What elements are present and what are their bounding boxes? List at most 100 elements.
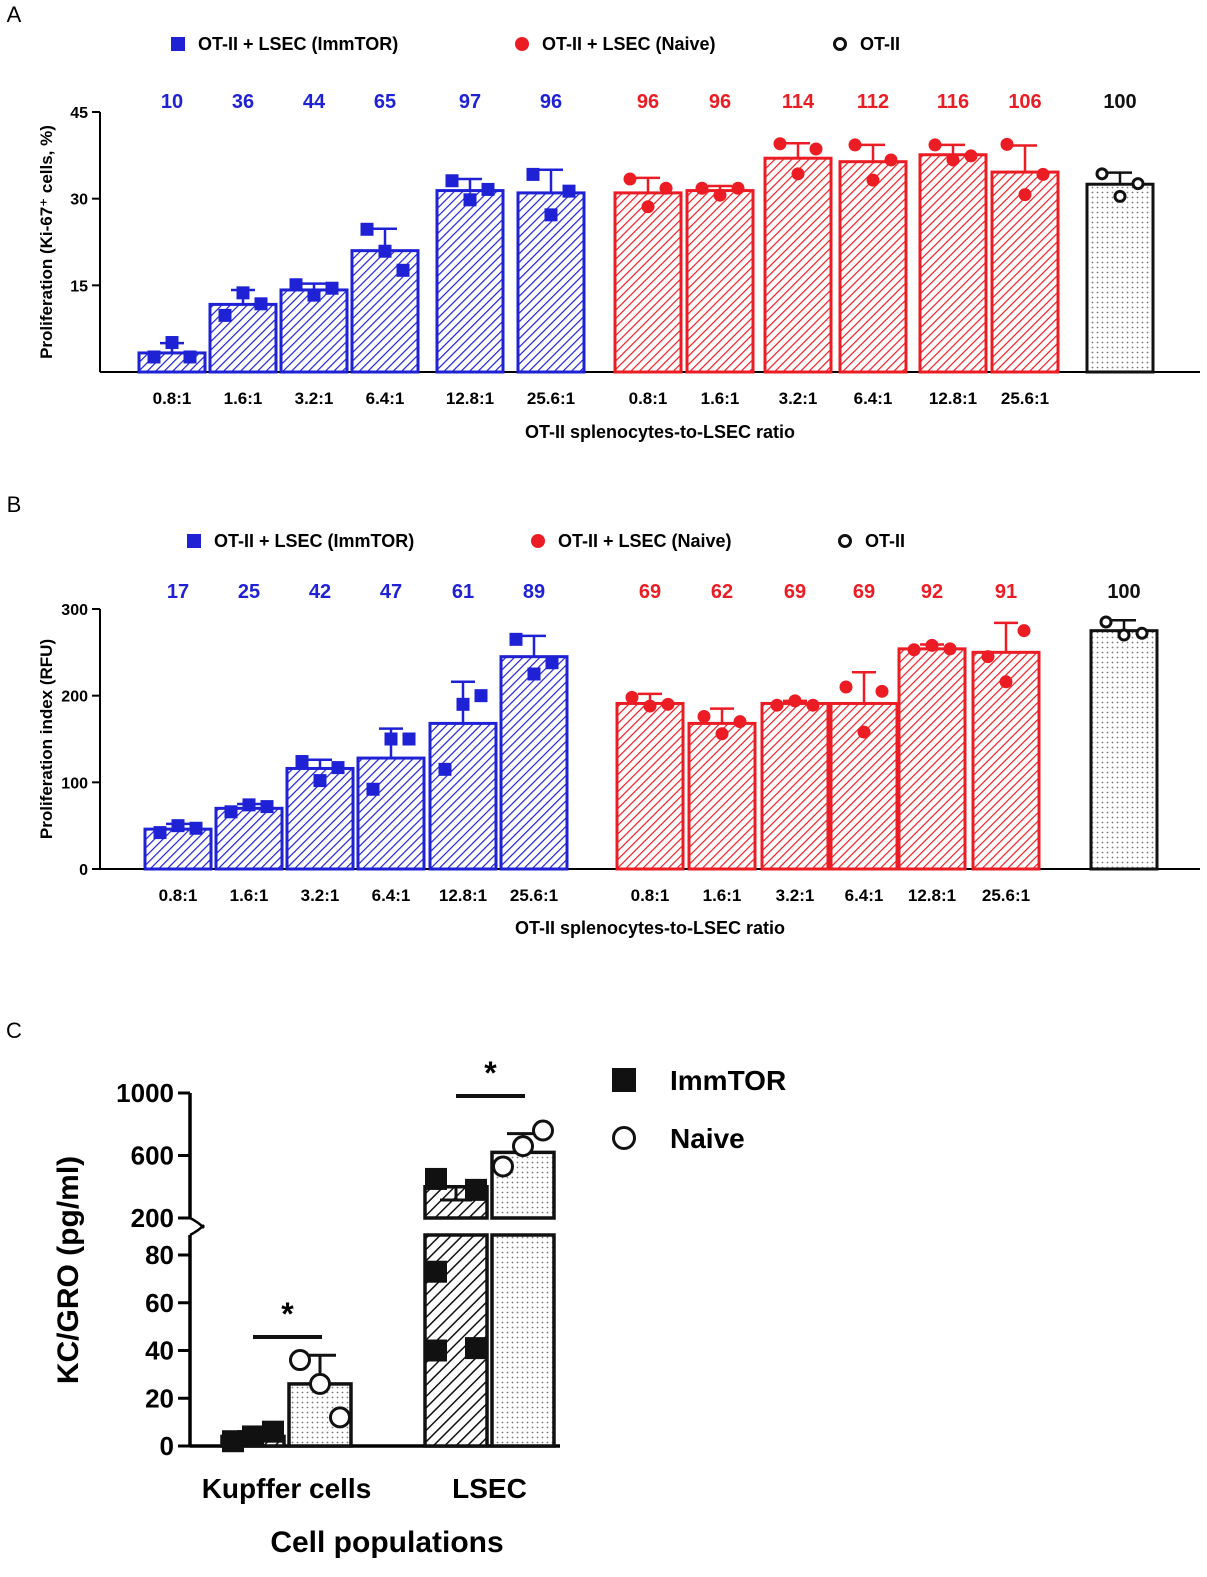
data-point-c-0-0-1 [262,1420,284,1443]
data-point-b-0-4-1 [456,697,470,711]
data-point-a-1-0-1 [641,200,655,214]
data-point-a-1-4-0 [928,138,942,152]
bar-b-1-4 [897,647,967,871]
data-point-a-0-5-2 [562,184,576,198]
data-point-a-0-4-0 [445,174,459,188]
y-tick-label-b-0: 0 [79,862,88,879]
data-point-b-2-0-0 [1099,615,1113,629]
data-point-b-0-5-2 [545,656,559,670]
data-point-b-1-2-2 [806,698,820,712]
x-tick-label-a-0-3: 6.4:1 [366,389,405,408]
x-tick-label-b-1-3: 6.4:1 [845,886,884,905]
value-annotation-b-1-3: 69 [853,581,875,603]
x-axis-label-c: Cell populations [270,1526,503,1559]
value-annotation-a-0-5: 96 [540,91,562,113]
y-tick-label-c-0: 0 [160,1431,174,1461]
value-annotation-a-0-2: 44 [303,91,326,113]
data-point-a-1-5-0 [1000,137,1014,151]
value-annotation-a-1-5: 106 [1008,91,1041,113]
data-point-a-0-2-0 [289,278,303,292]
y-tick-label-c-200: 200 [131,1203,174,1233]
data-point-b-1-2-0 [770,698,784,712]
bar-b-0-4 [428,721,498,871]
y-tick-label-b-100: 100 [61,775,88,792]
value-annotation-b-0-3: 47 [380,581,402,603]
data-point-c-0-0-0 [222,1430,244,1453]
x-tick-label-b-0-4: 12.8:1 [439,886,487,905]
legend-a-label-1: OT-II + LSEC (Naive) [542,34,716,54]
data-point-a-1-5-1 [1018,188,1032,202]
bar-a-1-5 [990,170,1060,374]
legend-c-label-1: Naive [670,1123,745,1154]
data-point-c-0-1-4 [465,1337,487,1360]
bar-b-1-1 [687,721,757,871]
panel-label-c: C [6,1018,22,1043]
data-point-b-0-0-1 [171,819,185,833]
legend-a-marker-2 [833,37,847,51]
legend-c-marker-0 [612,1068,636,1092]
data-point-a-2-0-1 [1113,189,1127,203]
data-point-a-2-0-2 [1131,177,1145,191]
y-axis-label-a: Proliferation (Ki-67⁺ cells, %) [37,125,56,359]
bar-a-1-2 [763,156,833,374]
value-annotation-b-1-0: 69 [639,581,661,603]
legend-c-label-0: ImmTOR [670,1065,786,1096]
data-point-b-2-0-2 [1135,626,1149,640]
bar-a-2-0 [1085,182,1155,374]
data-point-a-0-0-0 [147,350,161,364]
x-tick-label-b-1-5: 25.6:1 [982,886,1030,905]
data-point-a-1-1-0 [695,181,709,195]
data-point-a-1-3-1 [866,173,880,187]
value-annotation-a-1-1: 96 [709,91,731,113]
data-point-a-1-5-2 [1036,167,1050,181]
data-point-b-1-4-1 [925,638,939,652]
legend-b-label-1: OT-II + LSEC (Naive) [558,531,732,551]
value-annotation-a-1-3: 112 [857,91,889,113]
legend-a-label-0: OT-II + LSEC (ImmTOR) [198,34,398,54]
x-tick-label-b-1-4: 12.8:1 [908,886,956,905]
data-point-c-0-1-0 [425,1167,447,1190]
bar-a-0-4 [435,189,505,374]
data-point-b-0-5-0 [509,632,523,646]
data-point-a-1-4-1 [946,153,960,167]
data-point-b-0-5-1 [527,667,541,681]
data-point-a-1-0-2 [659,181,673,195]
data-point-b-0-2-0 [295,755,309,769]
value-annotation-a-1-2: 114 [782,91,815,113]
x-axis-label-b: OT-II splenocytes-to-LSEC ratio [515,918,785,938]
y-tick-label-a-15: 15 [70,278,88,295]
data-point-c-1-0-1 [329,1406,351,1429]
data-point-b-1-1-0 [697,709,711,723]
x-tick-label-a-1-2: 3.2:1 [779,389,818,408]
y-tick-label-c-40: 40 [145,1336,174,1366]
y-tick-label-b-300: 300 [61,602,88,619]
bar-a-1-4 [918,153,988,374]
data-point-b-1-3-1 [857,725,871,739]
value-annotation-a-1-4: 116 [937,91,969,113]
legend-c-marker-1 [612,1126,636,1150]
value-annotation-b-0-5: 89 [523,581,545,603]
bar-a-0-2 [279,288,349,374]
data-point-a-0-3-2 [396,263,410,277]
data-point-b-1-0-0 [625,690,639,704]
data-point-c-1-1-1 [532,1119,554,1142]
legend-a-marker-1 [515,37,529,51]
y-tick-label-c-1000: 1000 [116,1078,174,1108]
data-point-b-0-0-2 [189,821,203,835]
data-point-b-0-4-0 [438,762,452,776]
x-tick-label-a-0-0: 0.8:1 [153,389,192,408]
data-point-b-1-1-1 [715,727,729,741]
data-point-a-0-2-1 [307,288,321,302]
y-tick-label-c-60: 60 [145,1288,174,1318]
data-point-a-0-3-1 [378,244,392,258]
value-annotation-a-0-0: 10 [161,91,183,113]
data-point-a-0-1-0 [218,308,232,322]
bar-a-1-1 [685,189,755,374]
x-tick-label-a-1-4: 12.8:1 [929,389,977,408]
bar-c-lower-1-1 [490,1233,556,1448]
x-tick-label-b-0-3: 6.4:1 [372,886,411,905]
y-axis-label-c: KC/GRO (pg/ml) [52,1156,85,1384]
data-point-b-0-1-2 [260,800,274,814]
value-annotation-b-1-5: 91 [995,581,1017,603]
